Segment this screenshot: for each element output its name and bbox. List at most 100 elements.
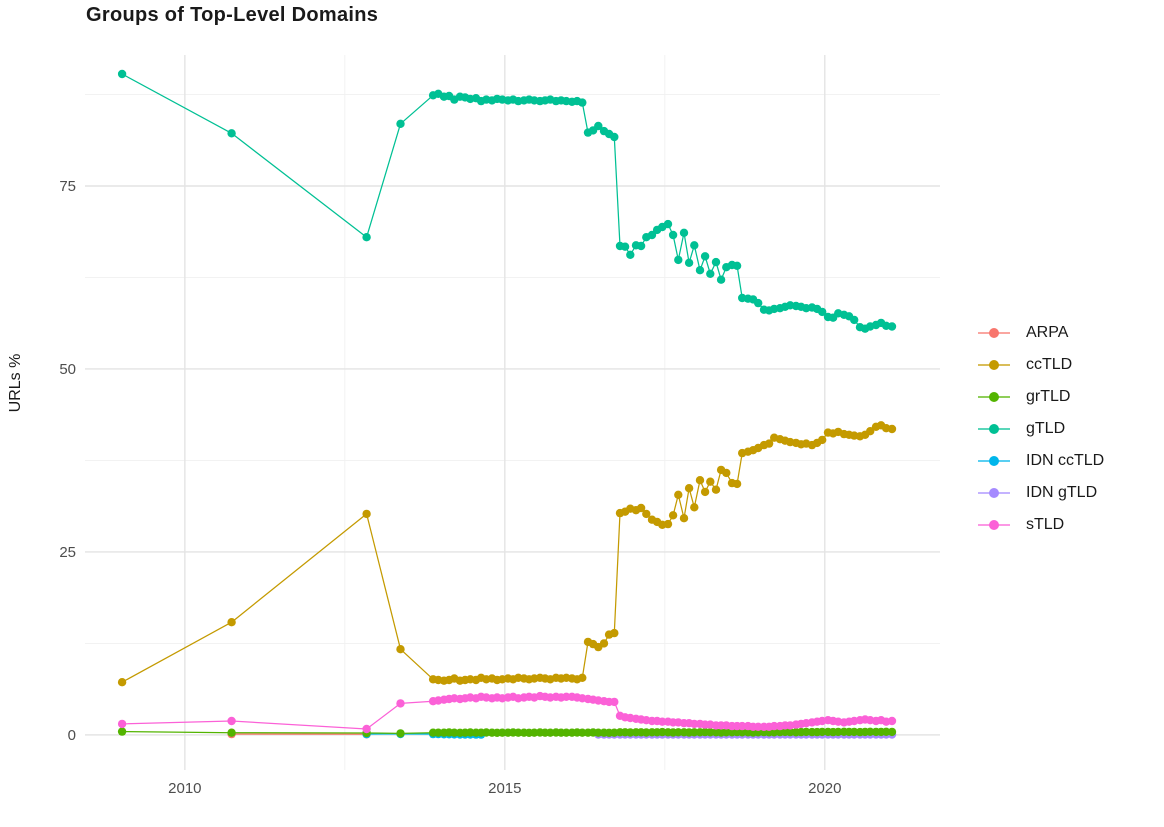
data-point bbox=[578, 98, 587, 107]
chart-title: Groups of Top-Level Domains bbox=[86, 4, 379, 26]
data-point bbox=[695, 266, 705, 275]
series-points-cctld bbox=[117, 421, 897, 687]
legend-key-gtld bbox=[978, 422, 1010, 436]
data-point bbox=[887, 322, 897, 331]
legend-dot-icon bbox=[989, 360, 999, 370]
data-point bbox=[866, 727, 875, 736]
legend: ARPA ccTLD grTLD gTLD IDN ccTLD IDN gTLD… bbox=[978, 317, 1104, 541]
data-point bbox=[887, 424, 897, 434]
data-point bbox=[117, 69, 127, 79]
legend-dot-icon bbox=[989, 488, 999, 498]
data-point bbox=[700, 252, 710, 261]
data-point bbox=[722, 468, 731, 478]
data-point bbox=[362, 724, 371, 734]
data-point bbox=[882, 727, 891, 736]
data-point bbox=[647, 230, 657, 240]
axis-tick-labels-x: 2010 2015 2020 bbox=[168, 780, 841, 797]
data-point bbox=[663, 519, 673, 529]
data-point bbox=[674, 255, 683, 265]
data-point bbox=[642, 509, 651, 519]
data-point bbox=[706, 269, 715, 278]
data-point bbox=[887, 716, 897, 726]
legend-dot-icon bbox=[989, 328, 999, 338]
legend-key-idn-gtld bbox=[978, 486, 1010, 500]
data-point bbox=[610, 697, 619, 707]
data-point bbox=[754, 722, 763, 731]
data-point bbox=[636, 503, 646, 513]
series-line-gtld bbox=[121, 73, 893, 330]
legend-item-gtld: gTLD bbox=[978, 413, 1104, 445]
data-point bbox=[818, 727, 827, 737]
legend-key-stld bbox=[978, 518, 1010, 532]
data-point bbox=[818, 307, 827, 317]
legend-label: ARPA bbox=[1026, 324, 1069, 341]
data-point bbox=[695, 476, 705, 485]
data-point bbox=[850, 315, 859, 325]
data-point bbox=[594, 121, 603, 131]
data-point bbox=[578, 673, 587, 682]
data-point bbox=[684, 258, 694, 267]
data-point bbox=[679, 228, 689, 237]
legend-label: sTLD bbox=[1026, 516, 1065, 533]
x-tick-label: 2015 bbox=[488, 780, 521, 797]
data-point bbox=[764, 439, 774, 448]
x-tick-label: 2010 bbox=[168, 780, 201, 797]
series-points-grtld bbox=[117, 727, 897, 738]
data-point bbox=[770, 721, 779, 731]
data-point bbox=[690, 241, 699, 250]
legend-item-grtld: grTLD bbox=[978, 381, 1104, 413]
legend-dot-icon bbox=[989, 424, 999, 434]
data-point bbox=[716, 275, 726, 284]
data-point bbox=[674, 490, 683, 499]
legend-key-cctld bbox=[978, 358, 1010, 372]
data-point bbox=[732, 479, 742, 489]
data-point bbox=[706, 477, 715, 486]
data-point bbox=[626, 250, 635, 259]
legend-label: IDN gTLD bbox=[1026, 484, 1098, 501]
legend-dot-icon bbox=[989, 520, 999, 530]
data-point bbox=[396, 699, 405, 708]
y-tick-label: 50 bbox=[59, 361, 76, 378]
legend-item-stld: sTLD bbox=[978, 509, 1104, 541]
legend-dot-icon bbox=[989, 392, 999, 402]
data-point bbox=[738, 721, 747, 731]
legend-key-idn-cctld bbox=[978, 454, 1010, 468]
series-points-gtld bbox=[117, 69, 897, 333]
data-point bbox=[711, 485, 721, 494]
data-point bbox=[818, 435, 827, 445]
data-point bbox=[668, 230, 678, 240]
x-tick-label: 2020 bbox=[808, 780, 841, 797]
data-point bbox=[117, 727, 127, 736]
grid-major bbox=[85, 55, 940, 770]
legend-key-grtld bbox=[978, 390, 1010, 404]
legend-label: gTLD bbox=[1026, 420, 1066, 437]
legend-label: grTLD bbox=[1026, 388, 1071, 405]
legend-item-idn-gtld: IDN gTLD bbox=[978, 477, 1104, 509]
series-points-stld bbox=[117, 691, 897, 734]
data-point bbox=[834, 727, 843, 737]
data-point bbox=[396, 645, 405, 654]
legend-item-idn-cctld: IDN ccTLD bbox=[978, 445, 1104, 477]
data-point bbox=[362, 233, 371, 242]
y-tick-label: 0 bbox=[68, 727, 76, 744]
data-point bbox=[610, 628, 619, 638]
data-point bbox=[738, 728, 747, 737]
grid-minor bbox=[85, 55, 940, 770]
y-tick-label: 75 bbox=[59, 178, 76, 195]
data-point bbox=[117, 678, 127, 687]
data-point bbox=[227, 618, 236, 627]
data-point bbox=[620, 242, 630, 251]
data-point bbox=[700, 487, 710, 497]
data-point bbox=[362, 509, 371, 519]
legend-key-arpa bbox=[978, 326, 1010, 340]
data-point bbox=[396, 119, 405, 128]
data-point bbox=[690, 503, 699, 512]
data-point bbox=[227, 716, 236, 726]
y-tick-label: 25 bbox=[59, 544, 76, 561]
data-point bbox=[684, 484, 694, 493]
data-point bbox=[636, 241, 646, 251]
axis-tick-labels-y: 0 25 50 75 bbox=[59, 178, 76, 744]
legend-item-cctld: ccTLD bbox=[978, 349, 1104, 381]
